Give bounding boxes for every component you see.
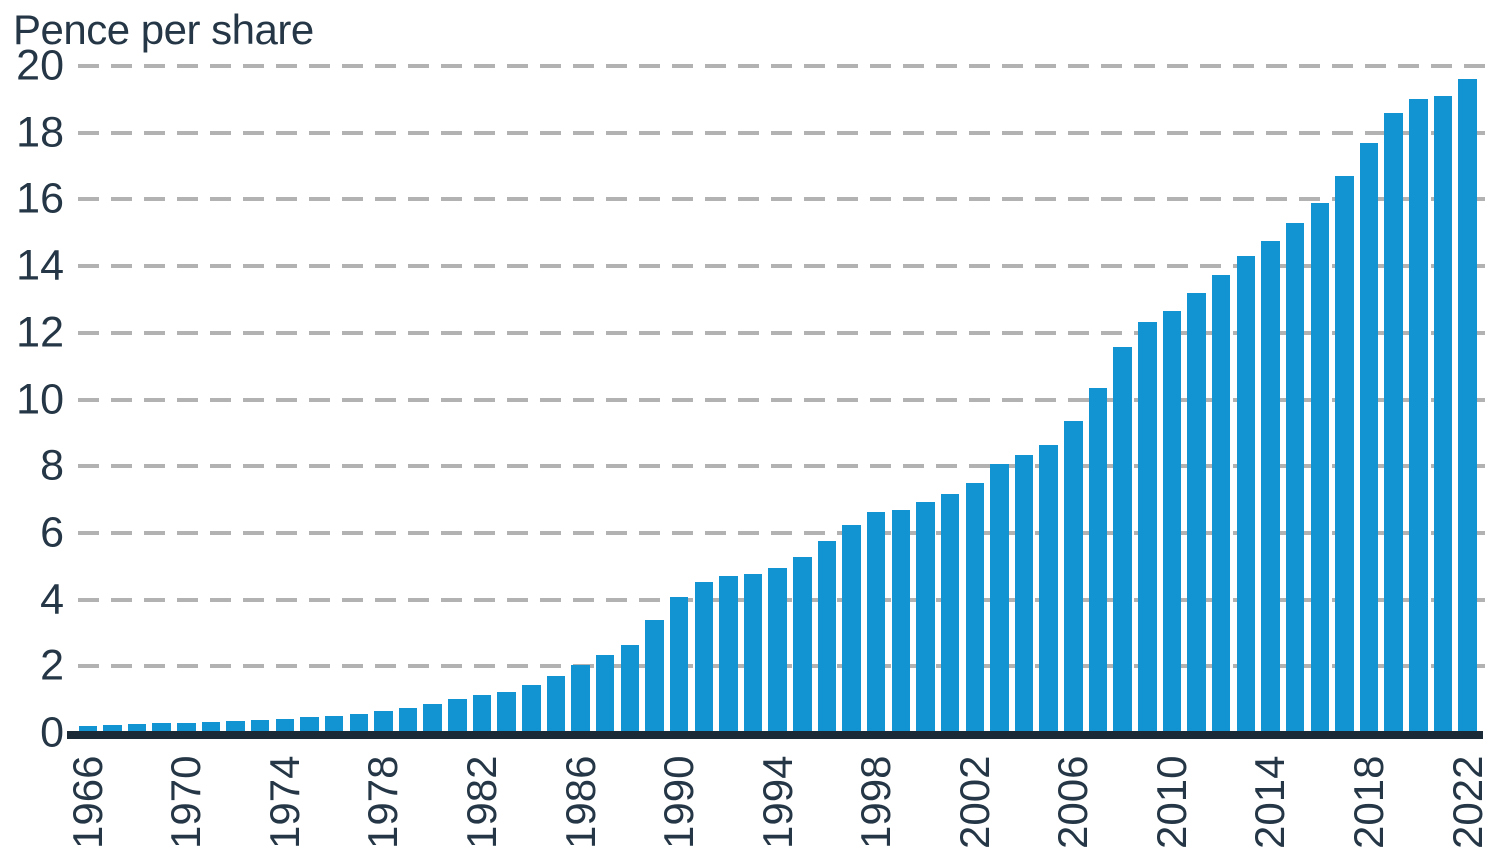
x-axis-line xyxy=(67,731,1483,739)
bar-2006 xyxy=(1064,421,1083,733)
y-axis-label-4: 4 xyxy=(40,575,64,624)
y-axis-label-18: 18 xyxy=(16,108,64,157)
x-axis-label-2010: 2010 xyxy=(1147,755,1195,849)
bar-2010 xyxy=(1162,310,1182,733)
bar-2002 xyxy=(965,482,985,733)
x-axis-label-2022: 2022 xyxy=(1443,755,1491,849)
bar-1989 xyxy=(645,619,664,733)
bar-1985 xyxy=(546,675,566,733)
bar-1999 xyxy=(891,509,911,733)
bar-2020 xyxy=(1409,99,1428,733)
bar-1988 xyxy=(620,644,640,733)
bar-2017 xyxy=(1335,176,1354,733)
gridline-14 xyxy=(78,264,1494,269)
bar-1990 xyxy=(669,596,689,733)
bar-1998 xyxy=(866,511,886,733)
x-axis-label-1982: 1982 xyxy=(457,755,505,849)
bar-2001 xyxy=(940,493,960,733)
bar-1995 xyxy=(793,556,812,733)
bar-2022 xyxy=(1458,79,1477,733)
y-axis-label-14: 14 xyxy=(16,241,64,290)
x-axis-label-2006: 2006 xyxy=(1049,755,1097,849)
bar-1976 xyxy=(324,715,344,733)
bar-1967 xyxy=(103,725,122,733)
bar-2000 xyxy=(916,502,935,733)
bar-1986 xyxy=(571,665,590,733)
bar-1991 xyxy=(694,582,713,733)
y-axis-label-10: 10 xyxy=(16,375,64,423)
x-axis-label-2018: 2018 xyxy=(1345,755,1393,849)
bar-1966 xyxy=(78,726,97,733)
bar-1992 xyxy=(719,575,738,733)
bar-2012 xyxy=(1211,274,1231,733)
x-axis-label-1970: 1970 xyxy=(162,755,210,849)
bar-2004 xyxy=(1014,455,1034,733)
chart-title: Pence per share xyxy=(13,6,314,53)
x-axis-label-2002: 2002 xyxy=(950,755,998,849)
y-axis-label-12: 12 xyxy=(16,308,64,357)
y-axis-label-0: 0 xyxy=(40,708,64,757)
gridline-20 xyxy=(78,64,1494,68)
x-axis-label-1978: 1978 xyxy=(359,755,407,849)
bar-1968 xyxy=(127,724,147,733)
bar-1987 xyxy=(595,655,615,733)
y-axis-label-6: 6 xyxy=(40,508,64,557)
bar-1979 xyxy=(398,708,418,733)
bar-1974 xyxy=(275,718,295,733)
gridline-6 xyxy=(78,530,1494,535)
y-axis-label-20: 20 xyxy=(16,41,64,90)
y-axis-label-2: 2 xyxy=(40,641,64,690)
bar-1970 xyxy=(177,722,196,733)
x-axis-label-1974: 1974 xyxy=(260,755,308,849)
bar-1975 xyxy=(300,716,319,733)
x-axis-label-1994: 1994 xyxy=(753,755,801,849)
bar-2011 xyxy=(1187,292,1206,733)
x-axis-label-1990: 1990 xyxy=(655,755,703,849)
bar-2008 xyxy=(1113,346,1132,733)
gridline-16 xyxy=(78,197,1494,202)
x-axis-label-1998: 1998 xyxy=(852,755,900,849)
bar-2003 xyxy=(990,463,1009,733)
bar-1969 xyxy=(152,723,171,733)
bar-1980 xyxy=(423,703,442,733)
bar-2009 xyxy=(1138,322,1157,733)
y-axis-label-16: 16 xyxy=(16,174,64,223)
x-axis-label-1986: 1986 xyxy=(556,755,604,849)
bar-2015 xyxy=(1285,222,1305,733)
bar-1984 xyxy=(522,684,541,733)
bar-2021 xyxy=(1433,96,1453,733)
bar-2019 xyxy=(1384,112,1403,733)
gridline-10 xyxy=(78,397,1494,402)
bar-1994 xyxy=(768,568,787,733)
bar-1971 xyxy=(201,721,221,733)
bar-2016 xyxy=(1310,202,1329,733)
bar-1982 xyxy=(472,695,492,733)
bar-1978 xyxy=(374,711,393,733)
bar-2005 xyxy=(1039,445,1058,733)
bar-1981 xyxy=(448,698,467,733)
gridline-18 xyxy=(78,130,1494,135)
bar-1997 xyxy=(842,524,861,733)
bar-2013 xyxy=(1236,256,1256,733)
gridline-8 xyxy=(78,464,1494,469)
bar-2014 xyxy=(1261,240,1280,733)
y-axis-label-8: 8 xyxy=(40,441,64,490)
bar-2018 xyxy=(1359,142,1379,733)
bar-1993 xyxy=(743,573,763,733)
x-axis-label-2014: 2014 xyxy=(1246,755,1294,849)
bar-1996 xyxy=(817,540,837,733)
bar-1977 xyxy=(349,713,369,733)
gridline-12 xyxy=(78,330,1494,335)
bar-1983 xyxy=(497,691,516,733)
bar-1973 xyxy=(250,719,270,733)
bar-1972 xyxy=(226,720,245,733)
bar-2007 xyxy=(1088,388,1108,733)
x-axis-label-1966: 1966 xyxy=(63,755,111,849)
